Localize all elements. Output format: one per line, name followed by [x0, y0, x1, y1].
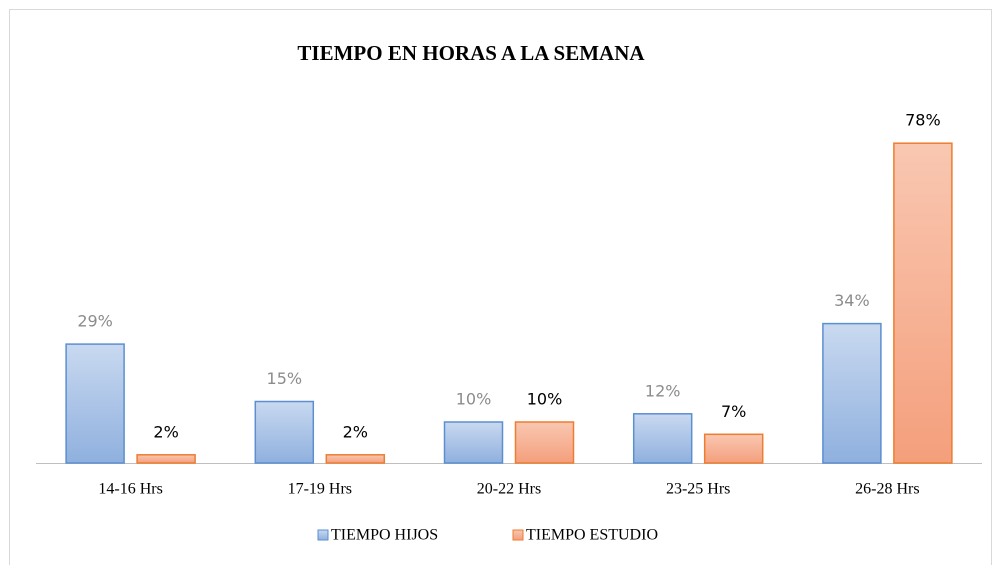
data-label: 10%	[527, 390, 563, 409]
data-label: 7%	[721, 402, 746, 421]
x-tick-label: 14-16 Hrs	[98, 481, 162, 498]
data-label: 15%	[267, 369, 303, 388]
bar	[703, 433, 764, 464]
chart-title: TIEMPO EN HORAS A LA SEMANA	[297, 41, 645, 65]
chart-frame	[9, 9, 992, 565]
x-tick-label: 26-28 Hrs	[855, 481, 919, 498]
bar	[822, 322, 882, 464]
bar	[65, 343, 125, 464]
data-label: 34%	[834, 291, 870, 310]
data-label: 78%	[905, 111, 941, 130]
bar	[136, 454, 196, 464]
data-label: 2%	[153, 422, 178, 441]
bar	[632, 413, 693, 464]
legend-label: TIEMPO HIJOS	[331, 527, 438, 544]
x-tick-label: 23-25 Hrs	[666, 481, 730, 498]
legend-swatch	[317, 529, 329, 541]
bar	[325, 454, 386, 464]
x-tick-label: 17-19 Hrs	[288, 481, 352, 498]
data-label: 12%	[645, 381, 681, 400]
legend-swatch	[512, 529, 524, 541]
x-tick-label: 20-22 Hrs	[477, 481, 541, 498]
bar	[254, 400, 315, 464]
bar	[514, 421, 575, 464]
data-label: 10%	[456, 390, 492, 409]
data-label: 2%	[343, 422, 368, 441]
bar	[443, 421, 504, 464]
bar	[893, 142, 953, 464]
legend-label: TIEMPO ESTUDIO	[526, 527, 658, 544]
data-label: 29%	[77, 312, 113, 331]
